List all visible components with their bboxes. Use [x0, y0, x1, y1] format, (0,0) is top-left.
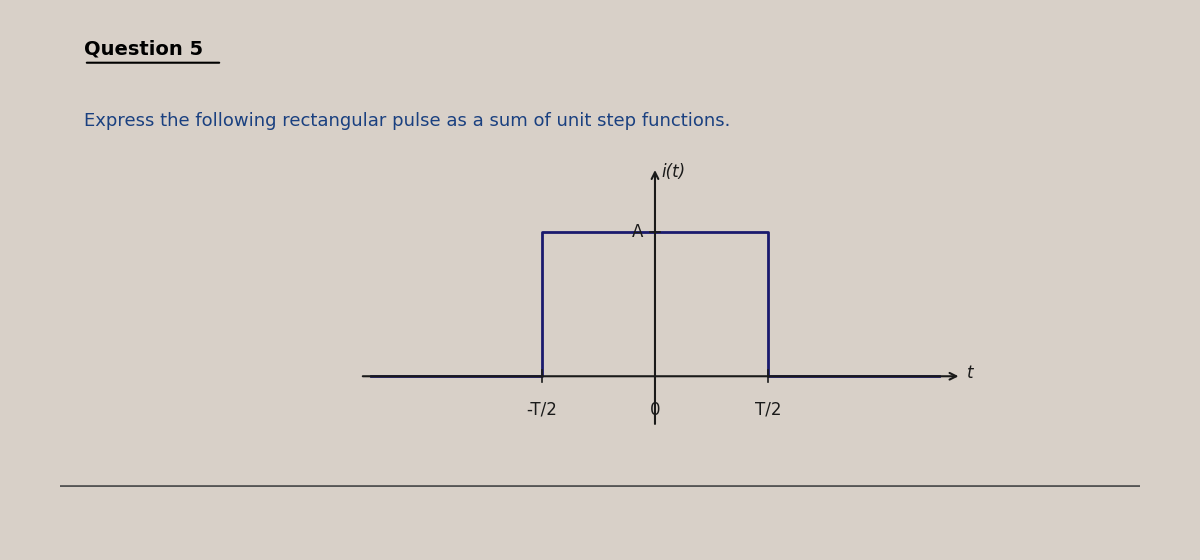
- Text: -T/2: -T/2: [526, 401, 557, 419]
- Text: A: A: [632, 223, 643, 241]
- Text: T/2: T/2: [755, 401, 781, 419]
- Text: t: t: [967, 365, 973, 382]
- Text: Question 5: Question 5: [84, 39, 203, 58]
- Text: Express the following rectangular pulse as a sum of unit step functions.: Express the following rectangular pulse …: [84, 112, 731, 130]
- Text: 0: 0: [649, 401, 660, 419]
- Text: i(t): i(t): [661, 163, 686, 181]
